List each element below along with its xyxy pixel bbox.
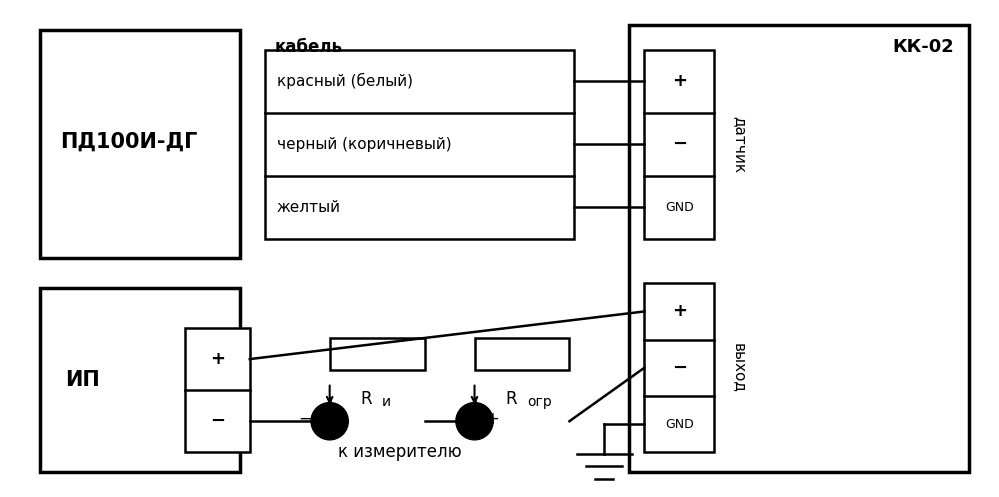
- Text: желтый: желтый: [277, 200, 341, 215]
- Text: R: R: [505, 390, 516, 408]
- Circle shape: [311, 403, 349, 440]
- Text: R: R: [361, 390, 372, 408]
- Text: +: +: [671, 72, 687, 90]
- Text: +: +: [671, 303, 687, 321]
- Bar: [185, 328, 250, 452]
- Text: выход: выход: [731, 343, 747, 393]
- Text: КК-02: КК-02: [892, 38, 954, 56]
- Text: огр: огр: [527, 395, 551, 409]
- Circle shape: [456, 403, 494, 440]
- Text: −: −: [671, 359, 687, 377]
- Text: +: +: [486, 410, 500, 428]
- Text: ПД100И-ДГ: ПД100И-ДГ: [60, 132, 198, 152]
- Text: и: и: [382, 395, 392, 409]
- Text: −: −: [298, 410, 312, 428]
- Text: красный (белый): красный (белый): [277, 73, 413, 89]
- Bar: [330, 338, 425, 370]
- Bar: [644, 50, 714, 239]
- Text: датчик: датчик: [731, 116, 747, 172]
- Bar: [40, 30, 240, 258]
- Bar: [475, 338, 569, 370]
- Text: GND: GND: [665, 417, 693, 430]
- Text: +: +: [210, 350, 225, 368]
- Text: GND: GND: [665, 201, 693, 214]
- Text: −: −: [671, 135, 687, 153]
- Text: −: −: [210, 412, 225, 430]
- Text: к измерителю: к измерителю: [338, 443, 462, 461]
- Bar: [265, 50, 574, 239]
- Bar: [644, 283, 714, 452]
- Text: черный (коричневый): черный (коричневый): [277, 137, 452, 152]
- Bar: [40, 288, 240, 472]
- Text: ИП: ИП: [65, 370, 100, 390]
- Bar: [629, 25, 969, 472]
- Text: кабель: кабель: [275, 38, 343, 56]
